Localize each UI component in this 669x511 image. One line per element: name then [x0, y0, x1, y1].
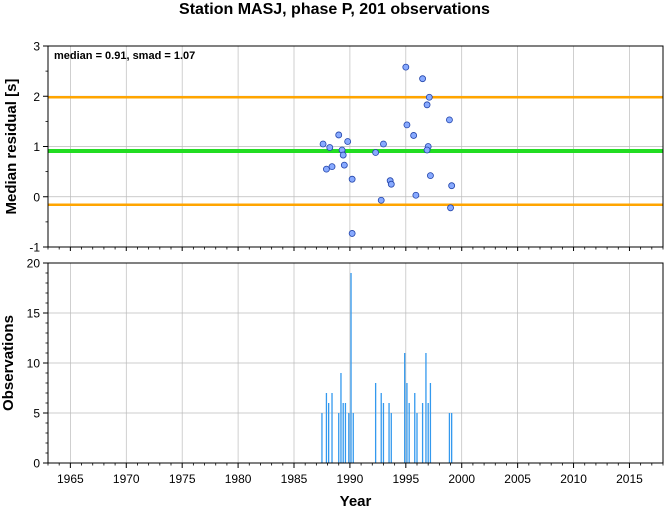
year-tick-label: 1965 [57, 472, 84, 486]
residual-point [419, 75, 426, 83]
residual-point [447, 204, 454, 212]
residual-point [377, 196, 385, 204]
observations-tick-label: 20 [27, 257, 41, 271]
residual-point [427, 172, 434, 180]
year-x-ticks: 1965 1970 1975 1980 1985 1990 1995 2000 2005 2010… [47, 247, 664, 486]
chart-title: Station MASJ, phase P, 201 observations [179, 1, 490, 18]
observations-bars [321, 273, 453, 463]
residual-tick-label: -1 [29, 241, 40, 255]
residual-tick-label: 2 [33, 90, 40, 104]
residual-point [328, 163, 336, 171]
year-tick-label: 2015 [616, 472, 643, 486]
residual-point [446, 116, 453, 124]
residual-point [410, 132, 418, 139]
residual-y-axis-label: Median residual [s] [3, 79, 20, 215]
residual-tick-label: 3 [33, 40, 40, 54]
residual-y-ticks: -1 0 1 2 3 [29, 40, 48, 255]
year-tick-label: 1970 [113, 472, 140, 486]
observations-tick-label: 0 [33, 457, 40, 471]
residual-point [344, 138, 352, 145]
residual-grid [48, 45, 663, 248]
residual-point [319, 140, 327, 148]
residual-reference-lines [48, 96, 663, 207]
residual-point [403, 121, 411, 129]
year-tick-label: 1995 [392, 472, 419, 486]
observations-grid [48, 262, 663, 464]
residual-point [339, 151, 347, 159]
year-tick-label: 2005 [504, 472, 531, 486]
year-tick-label: 1985 [281, 472, 308, 486]
residual-point [326, 144, 334, 151]
observations-y-ticks: 0 5 10 15 20 [27, 257, 48, 471]
observations-panel: 0 5 10 15 20 1965 1970 1975 1980 1985 1990 1995 200… [0, 247, 664, 510]
residual-point [423, 101, 431, 109]
residual-point [387, 180, 395, 188]
residual-point [340, 161, 348, 169]
residual-point [348, 175, 356, 183]
year-tick-label: 2010 [560, 472, 587, 486]
residual-point [348, 230, 356, 237]
observations-tick-label: 15 [27, 307, 41, 321]
residual-tick-label: 1 [33, 140, 40, 154]
year-tick-label: 2000 [448, 472, 475, 486]
residual-point [402, 63, 410, 71]
observations-tick-label: 5 [33, 407, 40, 421]
observations-y-axis-label: Observations [0, 315, 17, 411]
residual-point [323, 165, 330, 173]
year-tick-label: 1975 [169, 472, 196, 486]
residual-point [412, 191, 420, 199]
residual-tick-label: 0 [33, 190, 40, 204]
residual-points [319, 63, 456, 237]
residual-point [380, 140, 387, 148]
residual-panel: -1 0 1 2 3 median = 0.91, smad = 1.07 Median… [3, 40, 664, 255]
residual-point [425, 93, 433, 101]
residual-stats-annotation: median = 0.91, smad = 1.07 [54, 50, 195, 62]
year-x-axis-label: Year [340, 493, 372, 510]
residual-point [423, 146, 431, 154]
year-tick-label: 1980 [225, 472, 252, 486]
residual-point [372, 149, 380, 156]
observations-tick-label: 10 [27, 357, 41, 371]
residual-point [448, 182, 456, 190]
residual-point [335, 131, 343, 139]
year-tick-label: 1990 [337, 472, 364, 486]
